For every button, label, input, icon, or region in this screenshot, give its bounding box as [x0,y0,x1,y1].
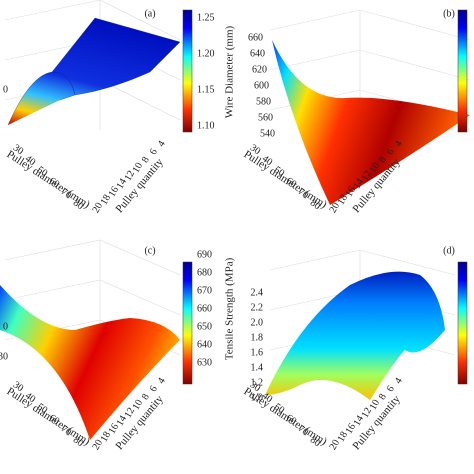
y-tick-label: 20 [91,201,106,215]
y-tick-label: 4 [156,376,168,386]
y-tick-label: 6 [385,384,397,394]
y-tick-label: 18 [99,430,114,444]
surface-a [7,17,181,126]
x-axis-label: Pulley diameter (mm) [5,148,93,211]
y-tick-label: 6 [148,384,160,394]
z-tick-label: 540 [260,128,275,139]
panel-label: (d) [443,245,455,256]
z-tick-label: 1.4 [251,362,264,373]
z-tick-label: 2.4 [251,287,264,298]
colorbar-tick-label: 1.15 [197,84,215,95]
colorbar-label: Wire Diameter (mm) [224,25,236,118]
y-tick-label: 14 [352,414,367,428]
colorbar-tick-label: 670 [197,285,212,296]
y-tick-label: 6 [148,147,160,157]
panel-label: (a) [144,8,155,19]
y-tick-label: 18 [336,430,351,444]
y-tick-label: 10 [131,161,146,175]
z-tick-label: 620 [252,64,267,75]
z-tick-label: 2.2 [251,302,264,313]
y-tick-label: 16 [107,422,122,436]
colorbar-tick-label: 650 [197,321,212,332]
y-tick-label: 4 [393,139,405,149]
y-tick-label: 10 [368,161,383,175]
y-tick-label: 12 [123,169,138,183]
panel-label: (c) [144,245,155,256]
z-tick-label: 1.0 [251,392,264,403]
z-tick-label: 0 [3,321,8,332]
y-tick-label: 12 [360,406,375,420]
y-tick-label: 14 [352,177,367,191]
colorbar [457,9,468,133]
z-tick-label: 30 [0,351,8,362]
y-tick-label: 18 [99,193,114,207]
colorbar-tick-label: 660 [197,303,212,314]
y-tick-label: 14 [115,414,130,428]
colorbar-tick-label: 680 [197,267,212,278]
y-tick-label: 6 [385,147,397,157]
z-tick-label: 1.6 [251,347,264,358]
z-tick-label: 2.0 [251,317,264,328]
colorbar [182,261,193,385]
y-tick-label: 8 [140,392,152,402]
surface-b [272,40,470,205]
y-tick-label: 18 [336,193,351,207]
y-tick-label: 8 [140,155,152,165]
z-tick-label: 600 [254,80,269,91]
z-tick-label: 0 [3,84,8,95]
colorbar-tick-label: 1.25 [197,12,215,23]
colorbar-tick-label: 1.10 [197,120,215,131]
colorbar-label: Tensile Strength (MPa) [224,257,236,360]
colorbar-tick-label: 690 [197,249,212,260]
y-tick-label: 4 [156,139,168,149]
y-tick-label: 16 [107,185,122,199]
y-tick-label: 10 [368,398,383,412]
y-tick-label: 20 [328,201,343,215]
colorbar-tick-label: 630 [197,357,212,368]
colorbar-tick-label: 640 [197,339,212,350]
z-tick-label: 640 [250,48,265,59]
z-tick-label: 1.2 [251,377,264,388]
y-tick-label: 8 [377,392,389,402]
y-tick-label: 10 [131,398,146,412]
z-tick-label: 1.8 [251,332,264,343]
y-tick-label: 14 [115,177,130,191]
y-tick-label: 16 [344,422,359,436]
colorbar-tick-label: 1.20 [197,48,215,59]
y-tick-label: 8 [377,155,389,165]
z-tick-label: 560 [258,112,273,123]
y-tick-label: 12 [360,169,375,183]
surface-d [265,271,445,400]
z-tick-label: 580 [256,96,271,107]
surface-c [0,285,180,440]
y-tick-label: 20 [91,438,106,452]
y-tick-label: 20 [328,438,343,452]
panel-label: (b) [443,8,455,19]
y-tick-label: 12 [123,406,138,420]
colorbar [182,9,193,133]
z-tick-label: 660 [248,32,263,43]
y-tick-label: 4 [393,376,405,386]
y-tick-label: 16 [344,185,359,199]
colorbar [457,261,468,385]
